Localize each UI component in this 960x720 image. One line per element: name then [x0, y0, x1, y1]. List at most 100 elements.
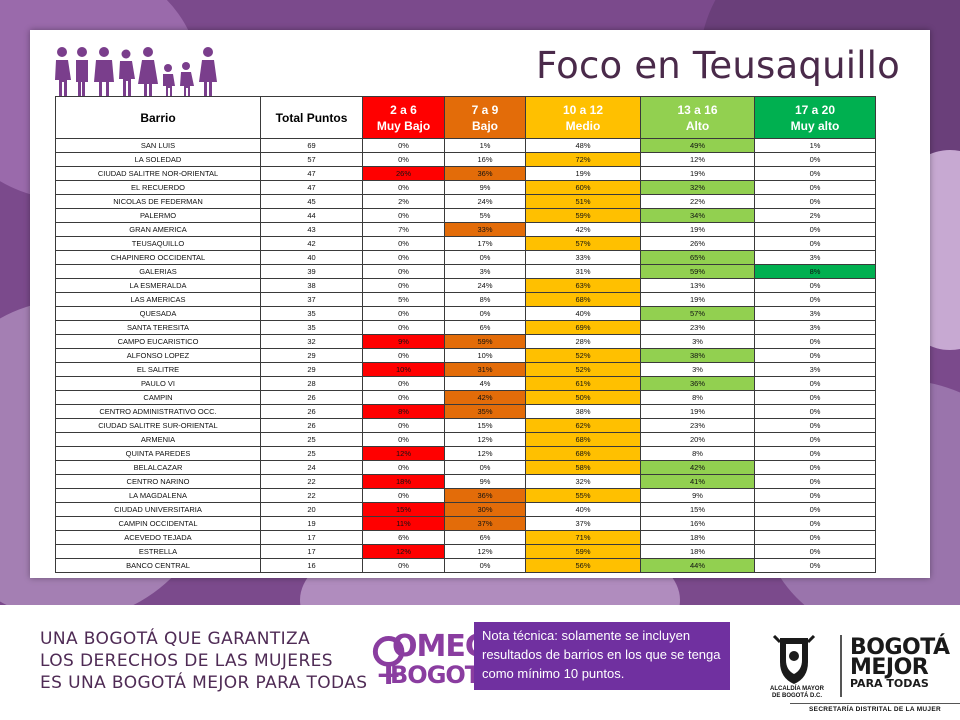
cell-bajo: 24%: [444, 278, 526, 293]
cell-barrio: LA SOLEDAD: [55, 152, 261, 167]
table-row: LA SOLEDAD 57 0% 16% 72% 12% 0%: [55, 152, 876, 167]
cell-alto: 34%: [640, 208, 755, 223]
cell-medio: 19%: [525, 166, 641, 181]
col-header-bajo: 7 a 9 Bajo: [444, 96, 526, 139]
cell-bajo: 37%: [444, 516, 526, 531]
cell-medio: 69%: [525, 320, 641, 335]
cell-alto: 16%: [640, 516, 755, 531]
table-row: GALERIAS 39 0% 3% 31% 59% 8%: [55, 264, 876, 279]
cell-bajo: 36%: [444, 166, 526, 181]
cell-barrio: QUESADA: [55, 306, 261, 321]
women-figures-icon: [55, 47, 217, 100]
cell-medio: 37%: [525, 516, 641, 531]
col-header-muy-alto: 17 a 20 Muy alto: [754, 96, 876, 139]
cell-barrio: LA MAGDALENA: [55, 488, 261, 503]
cell-muy-alto: 0%: [754, 222, 876, 237]
cell-barrio: EL SALITRE: [55, 362, 261, 377]
venus-icon: ♀: [368, 626, 410, 691]
cell-total: 28: [260, 376, 363, 391]
cell-bajo: 31%: [444, 362, 526, 377]
cell-medio: 28%: [525, 334, 641, 349]
cell-total: 38: [260, 278, 363, 293]
cell-barrio: GRAN AMERICA: [55, 222, 261, 237]
cell-medio: 40%: [525, 502, 641, 517]
cell-bajo: 6%: [444, 320, 526, 335]
cell-muy-bajo: 0%: [362, 208, 445, 223]
cell-total: 43: [260, 222, 363, 237]
table-row: ALFONSO LOPEZ 29 0% 10% 52% 38% 0%: [55, 348, 876, 363]
cell-barrio: PALERMO: [55, 208, 261, 223]
cell-bajo: 12%: [444, 544, 526, 559]
cell-muy-bajo: 0%: [362, 152, 445, 167]
table-row: CIUDAD SALITRE NOR-ORIENTAL 47 26% 36% 19% 19…: [55, 166, 876, 181]
cell-medio: 61%: [525, 376, 641, 391]
cell-total: 40: [260, 250, 363, 265]
cell-total: 44: [260, 208, 363, 223]
results-table: Barrio Total Puntos 2 a 6 Muy Bajo 7 a 9…: [55, 96, 876, 573]
table-row: GRAN AMERICA 43 7% 33% 42% 19% 0%: [55, 222, 876, 237]
cell-alto: 19%: [640, 222, 755, 237]
cell-medio: 68%: [525, 432, 641, 447]
cell-muy-alto: 8%: [754, 264, 876, 279]
cell-medio: 68%: [525, 292, 641, 307]
table-row: LA ESMERALDA 38 0% 24% 63% 13% 0%: [55, 278, 876, 293]
cell-alto: 8%: [640, 446, 755, 461]
cell-alto: 19%: [640, 404, 755, 419]
cell-muy-alto: 0%: [754, 278, 876, 293]
col-header-alto: 13 a 16 Alto: [640, 96, 755, 139]
cell-total: 35: [260, 320, 363, 335]
cell-bajo: 4%: [444, 376, 526, 391]
cell-muy-alto: 0%: [754, 516, 876, 531]
level-label: Bajo: [471, 118, 498, 133]
cell-muy-bajo: 0%: [362, 320, 445, 335]
range-label: 2 a 6: [390, 102, 417, 117]
cell-medio: 42%: [525, 222, 641, 237]
cell-bajo: 33%: [444, 222, 526, 237]
alcaldia-line: DE BOGOTÁ D.C.: [771, 693, 822, 699]
cell-barrio: CENTRO ADMINISTRATIVO OCC.: [55, 404, 261, 419]
cell-alto: 15%: [640, 502, 755, 517]
table-row: CENTRO ADMINISTRATIVO OCC. 26 8% 35% 38% 19% 0…: [55, 404, 876, 419]
cell-medio: 31%: [525, 264, 641, 279]
table-row: QUESADA 35 0% 0% 40% 57% 3%: [55, 306, 876, 321]
cell-muy-bajo: 0%: [362, 460, 445, 475]
cell-alto: 8%: [640, 390, 755, 405]
cell-medio: 51%: [525, 194, 641, 209]
col-header-total: Total Puntos: [260, 96, 363, 139]
cell-alto: 23%: [640, 418, 755, 433]
cell-medio: 71%: [525, 530, 641, 545]
cell-total: 26: [260, 418, 363, 433]
cell-muy-alto: 0%: [754, 460, 876, 475]
secretaria-label: SECRETARÍA DISTRITAL DE LA MUJER: [790, 703, 960, 713]
cell-alto: 57%: [640, 306, 755, 321]
cell-muy-bajo: 0%: [362, 488, 445, 503]
cell-medio: 58%: [525, 460, 641, 475]
cell-muy-bajo: 0%: [362, 348, 445, 363]
cell-bajo: 16%: [444, 152, 526, 167]
cell-alto: 49%: [640, 138, 755, 153]
cell-barrio: GALERIAS: [55, 264, 261, 279]
cell-barrio: CAMPO EUCARISTICO: [55, 334, 261, 349]
cell-alto: 42%: [640, 460, 755, 475]
cell-medio: 72%: [525, 152, 641, 167]
cell-alto: 12%: [640, 152, 755, 167]
table-row: ARMENIA 25 0% 12% 68% 20% 0%: [55, 432, 876, 447]
cell-alto: 13%: [640, 278, 755, 293]
cell-alto: 3%: [640, 334, 755, 349]
table-body: SAN LUIS 69 0% 1% 48% 49% 1% LA SOLEDAD 57 0% 16% 7…: [55, 138, 876, 573]
slogan: UNA BOGOTÁ QUE GARANTIZA LOS DERECHOS DE…: [40, 628, 367, 694]
cell-bajo: 1%: [444, 138, 526, 153]
level-label: Muy Bajo: [376, 118, 431, 133]
cell-muy-bajo: 10%: [362, 362, 445, 377]
slogan-line: UNA BOGOTÁ QUE GARANTIZA: [40, 629, 311, 649]
cell-muy-bajo: 0%: [362, 390, 445, 405]
table-row: NICOLAS DE FEDERMAN 45 2% 24% 51% 22% 0%: [55, 194, 876, 209]
cell-bajo: 9%: [444, 180, 526, 195]
bogota-coat-of-arms-icon: [772, 634, 816, 684]
cell-muy-alto: 0%: [754, 166, 876, 181]
table-row: CIUDAD SALITRE SUR-ORIENTAL 26 0% 15% 62% 23%…: [55, 418, 876, 433]
bogota-logo-word: BOGOTÁ: [850, 635, 950, 660]
cell-bajo: 12%: [444, 432, 526, 447]
cell-medio: 55%: [525, 488, 641, 503]
cell-muy-alto: 0%: [754, 544, 876, 559]
